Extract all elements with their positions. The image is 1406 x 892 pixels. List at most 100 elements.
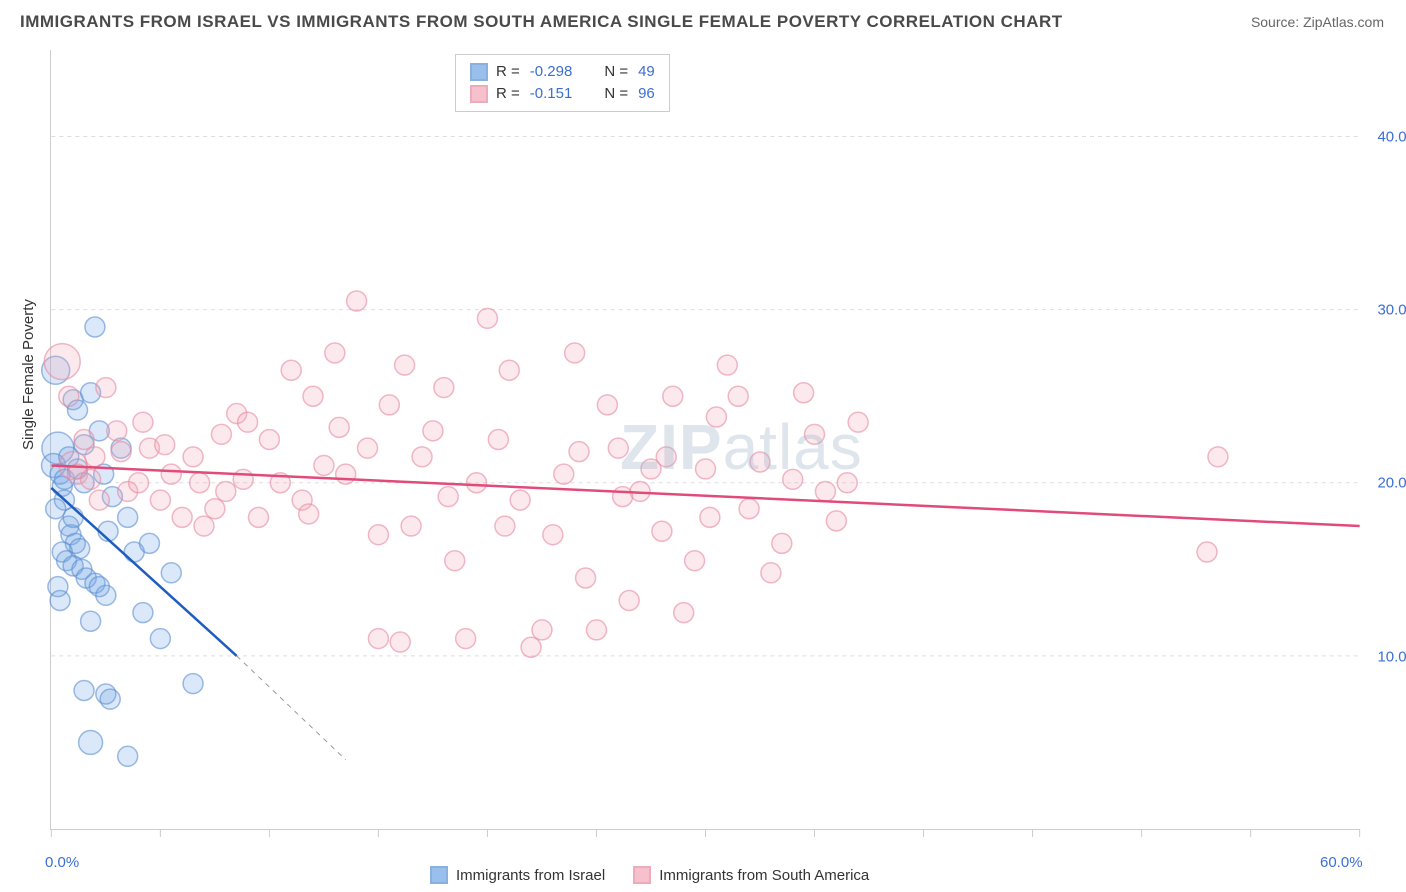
scatter-point [155,435,175,455]
scatter-point [728,386,748,406]
scatter-point [613,487,633,507]
scatter-point [329,417,349,437]
scatter-point [336,464,356,484]
scatter-point [706,407,726,427]
y-tick-label: 10.0% [1377,648,1406,665]
scatter-point [543,525,563,545]
y-tick-label: 40.0% [1377,128,1406,145]
chart-title: IMMIGRANTS FROM ISRAEL VS IMMIGRANTS FRO… [20,12,1063,32]
scatter-point [554,464,574,484]
chart-container: IMMIGRANTS FROM ISRAEL VS IMMIGRANTS FRO… [0,0,1406,892]
scatter-point [133,603,153,623]
legend-item-israel: Immigrants from Israel [430,866,605,884]
scatter-point [74,430,94,450]
scatter-point [107,421,127,441]
scatter-point [89,490,109,510]
scatter-point [81,469,101,489]
x-tick-label: 0.0% [45,854,79,871]
swatch-sa [470,85,488,103]
scatter-point [50,591,70,611]
scatter-point [118,746,138,766]
scatter-point [739,499,759,519]
legend-item-sa: Immigrants from South America [633,866,869,884]
scatter-point [663,386,683,406]
r-value-israel: -0.298 [530,61,573,83]
y-axis-label: Single Female Poverty [20,299,37,450]
scatter-point [772,533,792,553]
scatter-point [74,681,94,701]
scatter-point [1208,447,1228,467]
scatter-point [815,481,835,501]
scatter-point [303,386,323,406]
y-tick-label: 20.0% [1377,475,1406,492]
scatter-point [118,507,138,527]
scatter-point [805,424,825,444]
scatter-point [368,629,388,649]
scatter-point [139,533,159,553]
r-label: R = [496,83,520,105]
scatter-point [438,487,458,507]
scatter-point [586,620,606,640]
scatter-point [750,452,770,472]
scatter-point [656,447,676,467]
scatter-point [249,507,269,527]
scatter-point [597,395,617,415]
legend-row-israel: R = -0.298 N = 49 [470,61,655,83]
legend-correlation: R = -0.298 N = 49 R = -0.151 N = 96 [455,54,670,112]
n-value-israel: 49 [638,61,655,83]
scatter-point [183,447,203,467]
scatter-point [826,511,846,531]
scatter-point [161,464,181,484]
scatter-point [133,412,153,432]
scatter-point [379,395,399,415]
swatch-israel [470,63,488,81]
scatter-point [700,507,720,527]
plot-area: 10.0%20.0%30.0%40.0% [50,50,1360,830]
plot-svg [51,50,1360,829]
scatter-point [652,521,672,541]
n-value-sa: 96 [638,83,655,105]
scatter-point [390,632,410,652]
scatter-point [783,469,803,489]
scatter-point [696,459,716,479]
scatter-point [1197,542,1217,562]
scatter-point [401,516,421,536]
scatter-point [211,424,231,444]
r-label: R = [496,61,520,83]
scatter-point [233,469,253,489]
y-tick-label: 30.0% [1377,302,1406,319]
scatter-point [521,637,541,657]
swatch-israel-icon [430,866,448,884]
scatter-point [412,447,432,467]
n-label: N = [604,61,628,83]
scatter-point [619,591,639,611]
scatter-point [150,490,170,510]
scatter-point [161,563,181,583]
scatter-point [96,378,116,398]
r-value-sa: -0.151 [530,83,573,105]
scatter-point [510,490,530,510]
scatter-point [569,442,589,462]
scatter-point [259,430,279,450]
scatter-point [150,629,170,649]
legend-row-sa: R = -0.151 N = 96 [470,83,655,105]
scatter-point [281,360,301,380]
scatter-point [63,507,83,527]
scatter-point [299,504,319,524]
scatter-point [368,525,388,545]
scatter-point [85,447,105,467]
scatter-point [794,383,814,403]
scatter-point [100,689,120,709]
scatter-point [499,360,519,380]
scatter-point [314,455,334,475]
scatter-point [456,629,476,649]
legend-label-israel: Immigrants from Israel [456,867,605,884]
scatter-point [358,438,378,458]
scatter-point [44,344,80,380]
swatch-sa-icon [633,866,651,884]
scatter-point [477,308,497,328]
scatter-point [205,499,225,519]
scatter-point [445,551,465,571]
scatter-point [488,430,508,450]
scatter-point [434,378,454,398]
